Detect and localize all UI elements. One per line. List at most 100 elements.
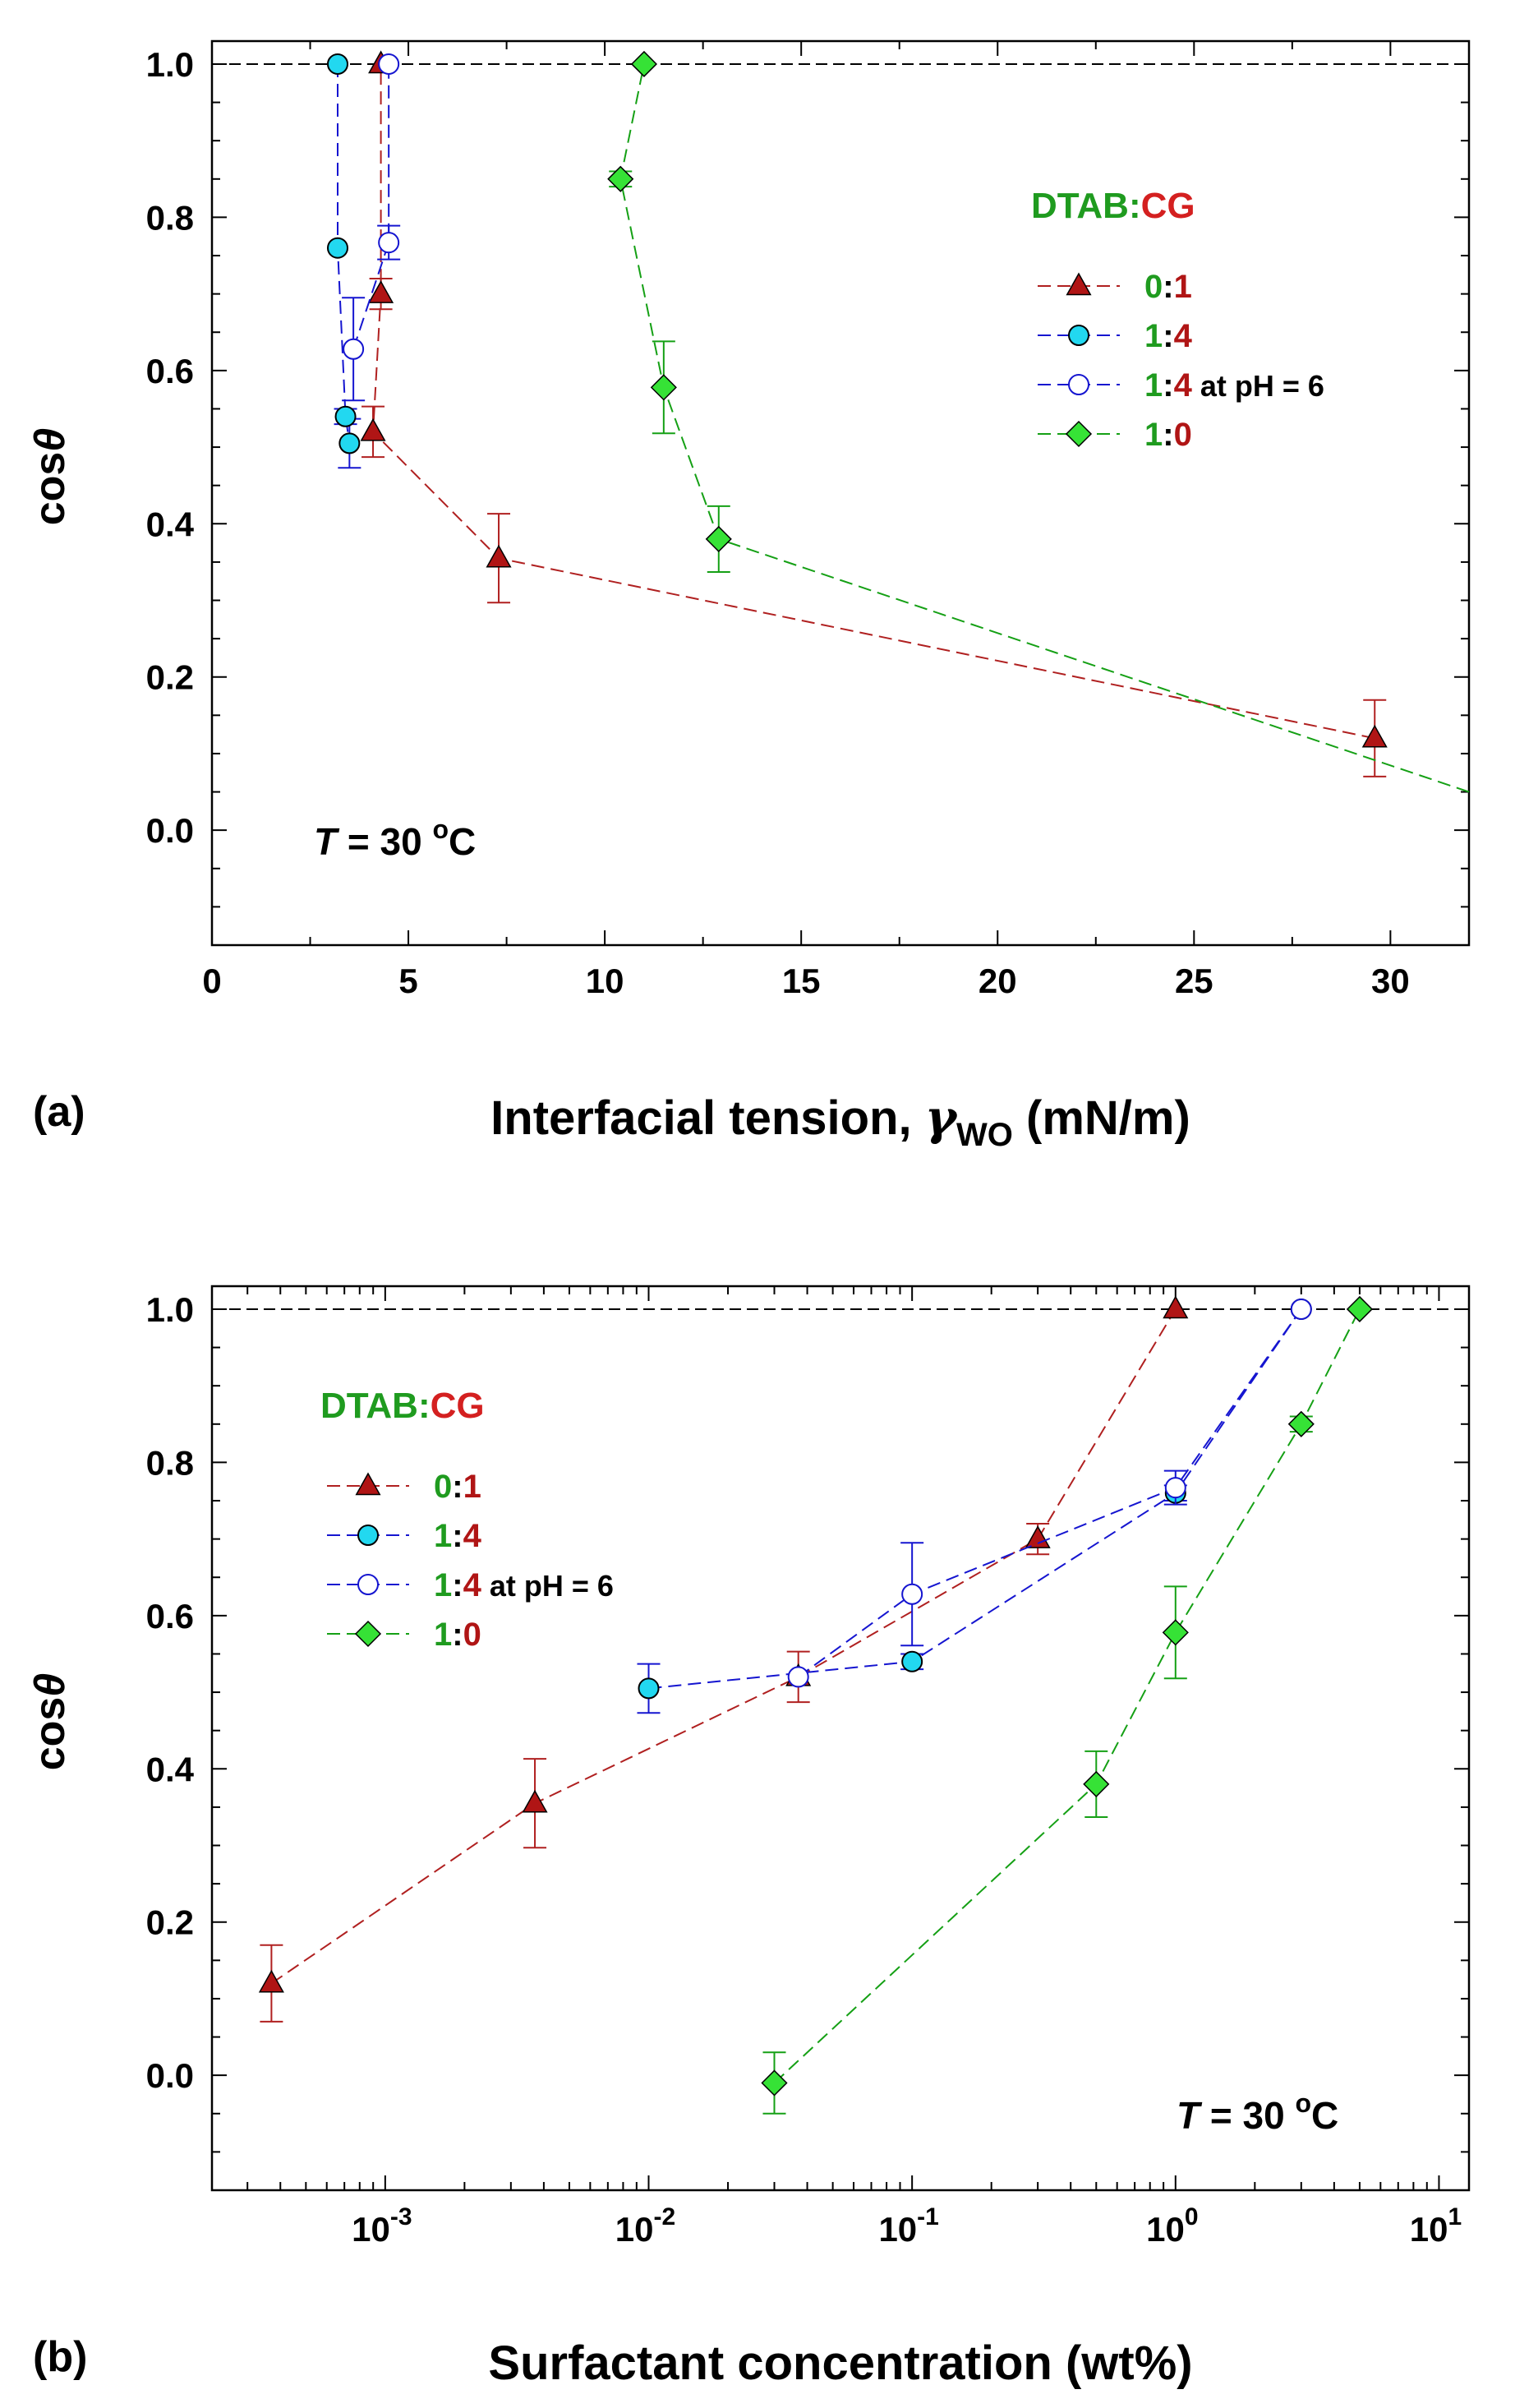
x-tick-label: 10-1 xyxy=(878,2203,938,2249)
y-label-theta: θ xyxy=(26,1673,74,1697)
legend-den: 4 xyxy=(463,1567,482,1603)
legend-entry-2: 1:4 at pH = 6 xyxy=(1038,367,1324,404)
data-point xyxy=(638,1677,660,1700)
data-point xyxy=(761,2069,788,2097)
data-point xyxy=(338,432,361,454)
legend-num: 1 xyxy=(434,1617,452,1653)
legend-extra: at pH = 6 xyxy=(1192,369,1324,403)
legend-entry-1: 1:4 xyxy=(1038,318,1193,354)
y-axis: 0.0 0.2 0.4 0.6 0.8 1.0 xyxy=(146,1290,1469,2191)
panel-b: 0.00.20.40.60.81.010-3 10-2 10-1 100 101cosθ… xyxy=(26,1285,1471,2390)
legend-num: 1 xyxy=(1144,367,1163,404)
y-axis-label: cosθ xyxy=(26,428,74,526)
series-circle-1 xyxy=(637,1298,1312,1714)
legend-den: 4 xyxy=(1174,367,1193,404)
data-point xyxy=(607,165,634,192)
temp-unit: C xyxy=(449,820,476,863)
x-axis: 10-3 10-2 10-1 100 101 xyxy=(246,1286,1462,2249)
y-tick-label: 0.6 xyxy=(146,352,194,390)
legend-entry-2: 1:4 at pH = 6 xyxy=(327,1567,614,1603)
legend-marker xyxy=(1068,374,1089,395)
legend-entry-0: 0:1 xyxy=(1038,269,1192,305)
temp-value: = 30 xyxy=(1200,2094,1295,2137)
data-point xyxy=(368,280,394,303)
legend-sep: : xyxy=(1163,318,1173,354)
plot-frame xyxy=(210,1285,1471,2192)
series-triangle-0 xyxy=(360,50,1388,777)
y-tick-label: 0.2 xyxy=(146,658,194,697)
legend-marker xyxy=(355,1472,381,1496)
x-tick-base: 10 xyxy=(878,2210,917,2249)
data-point xyxy=(630,50,657,78)
y-tick-label: 0.8 xyxy=(146,1443,194,1482)
legend-num: 1 xyxy=(434,1567,452,1603)
legend-marker xyxy=(1065,420,1093,448)
legend-entry-3: 1:0 xyxy=(327,1617,481,1653)
legend-label: 1:4 xyxy=(434,1518,482,1554)
legend-label: 0:1 xyxy=(1144,269,1192,305)
x-tick-base: 10 xyxy=(615,2210,654,2249)
data-point xyxy=(705,525,732,552)
x-tick-exp: 0 xyxy=(1185,2203,1199,2230)
legend-marker xyxy=(354,1620,382,1648)
data-point xyxy=(1083,1770,1110,1797)
data-point xyxy=(787,1666,809,1688)
legend-sep: : xyxy=(1163,367,1173,404)
legend-label: 1:4 at pH = 6 xyxy=(434,1567,614,1603)
y-tick-label: 0.8 xyxy=(146,198,194,237)
series-line xyxy=(773,1308,1361,2084)
legend-num: 0 xyxy=(434,1469,452,1505)
legend-sep: : xyxy=(1163,269,1173,305)
x-tick-base: 10 xyxy=(352,2210,390,2249)
legend-label: 0:1 xyxy=(434,1469,481,1505)
x-tick-exp: -3 xyxy=(390,2203,412,2230)
x-axis-label: Interfacial tension, γWO (mN/m) xyxy=(490,1090,1190,1153)
legend-den: 1 xyxy=(463,1469,481,1505)
data-point xyxy=(486,544,512,568)
legend-label: 1:0 xyxy=(1144,417,1192,453)
series-triangle-0 xyxy=(258,1295,1189,2023)
y-axis-label: cosθ xyxy=(26,1673,74,1771)
series-diamond-3 xyxy=(761,1295,1373,2115)
data-point xyxy=(1290,1298,1312,1320)
panel-label: (b) xyxy=(33,2333,87,2381)
y-tick-label: 0.4 xyxy=(146,505,195,543)
legend-num: 1 xyxy=(1144,417,1163,453)
y-label-cos: cos xyxy=(26,452,74,526)
legend-num: 1 xyxy=(1144,318,1163,354)
temp-value: = 30 xyxy=(337,820,432,863)
data-point xyxy=(378,232,400,254)
data-point xyxy=(1162,1619,1189,1646)
legend-entry-1: 1:4 xyxy=(327,1518,482,1554)
legend-den: 0 xyxy=(463,1617,481,1653)
data-point xyxy=(901,1583,923,1605)
x-tick-label: 30 xyxy=(1371,962,1410,1000)
y-tick-label: 1.0 xyxy=(146,1290,194,1329)
data-point xyxy=(1361,724,1388,748)
x-tick-label: 15 xyxy=(782,962,821,1000)
x-tick-label: 100 xyxy=(1146,2203,1198,2249)
data-point xyxy=(334,405,357,427)
data-point xyxy=(360,417,386,441)
data-point xyxy=(901,1650,923,1672)
y-tick-label: 0.0 xyxy=(146,811,194,850)
legend-den: 4 xyxy=(1174,318,1193,354)
y-label-cos: cos xyxy=(26,1697,74,1771)
legend-title-dtab: DTAB xyxy=(320,1386,418,1426)
y-tick-label: 0.4 xyxy=(146,1750,195,1788)
series-line xyxy=(337,63,351,444)
data-point xyxy=(327,237,348,259)
y-axis: 0.0 0.2 0.4 0.6 0.8 1.0 xyxy=(146,45,1469,946)
x-tick-label: 5 xyxy=(398,962,417,1000)
legend-marker xyxy=(357,1574,379,1595)
legend-den: 0 xyxy=(1174,417,1192,453)
data-point xyxy=(1025,1525,1051,1548)
x-axis-label: Surfactant concentration (wt%) xyxy=(488,2336,1192,2390)
legend-title-sep: : xyxy=(418,1386,431,1426)
temp-symbol: T xyxy=(1177,2094,1203,2137)
panel-label: (a) xyxy=(33,1088,85,1136)
x-tick-exp: -1 xyxy=(917,2203,939,2230)
x-label-gamma: γ xyxy=(925,1090,959,1146)
data-point xyxy=(1287,1410,1315,1437)
